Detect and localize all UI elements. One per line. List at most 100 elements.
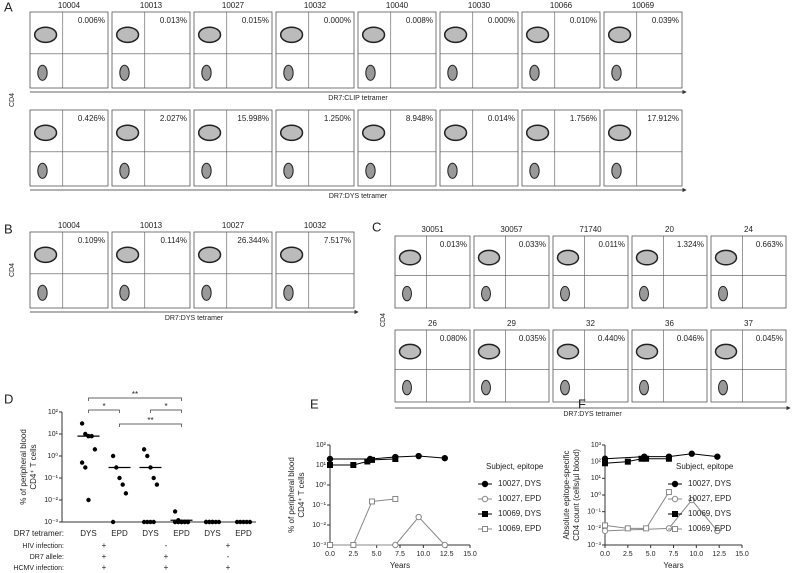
y-tick-label: 10⁰ bbox=[590, 491, 601, 499]
cell-population bbox=[477, 249, 501, 266]
y-tick-label: 10⁻² bbox=[312, 522, 326, 529]
condition-value: - bbox=[165, 541, 168, 550]
x-axis-label: Years bbox=[663, 561, 683, 570]
data-point bbox=[148, 519, 153, 525]
data-point bbox=[207, 519, 212, 525]
y-tick-label: 10⁻² bbox=[587, 525, 601, 532]
plot-title: 10030 bbox=[468, 1, 491, 10]
cell-population bbox=[402, 379, 412, 396]
data-point bbox=[714, 453, 721, 460]
x-tick-label: 10.0 bbox=[417, 551, 431, 558]
cell-population bbox=[611, 162, 622, 179]
significance-bracket bbox=[119, 423, 182, 427]
x-tick-label: 10.0 bbox=[690, 551, 704, 558]
cell-population bbox=[560, 379, 570, 396]
cell-population bbox=[197, 246, 222, 264]
y-tick-label: 10² bbox=[591, 459, 602, 466]
cell-population bbox=[119, 162, 130, 179]
plot-title: 26 bbox=[428, 319, 437, 328]
data-point bbox=[79, 421, 85, 426]
series-line bbox=[604, 453, 718, 460]
cell-population bbox=[635, 343, 659, 360]
y-tick-label: 10⁻³ bbox=[44, 519, 58, 526]
y-tick-label: 10¹ bbox=[591, 475, 602, 482]
panel-label: C bbox=[372, 219, 381, 234]
data-point bbox=[210, 519, 215, 525]
cell-population bbox=[201, 284, 212, 301]
data-point bbox=[86, 497, 91, 503]
y-tick-label: 10² bbox=[316, 442, 327, 449]
y-axis-label: CD4 bbox=[9, 263, 16, 277]
plot-title: 29 bbox=[507, 319, 516, 328]
data-point bbox=[83, 431, 88, 437]
legend-marker bbox=[482, 526, 488, 532]
data-point bbox=[624, 525, 631, 532]
cell-population bbox=[639, 285, 649, 302]
data-point bbox=[151, 519, 156, 525]
data-point bbox=[688, 450, 695, 457]
plot-title: 36 bbox=[665, 319, 674, 328]
data-point bbox=[688, 496, 695, 504]
data-point bbox=[117, 475, 122, 481]
cell-population bbox=[529, 64, 540, 81]
percent-label: 0.013% bbox=[440, 240, 467, 249]
percent-label: 0.035% bbox=[519, 334, 546, 343]
data-point bbox=[185, 519, 191, 525]
legend-label: 10027, DYS bbox=[498, 479, 541, 488]
legend-title: Subject, epitope bbox=[486, 462, 544, 471]
y-tick-label: 10⁰ bbox=[315, 481, 326, 489]
percent-label: 0.000% bbox=[488, 16, 515, 25]
series-line bbox=[330, 458, 396, 466]
legend-title: Subject, epitope bbox=[676, 462, 734, 471]
flow-plot-frame bbox=[552, 329, 629, 403]
condition-value: + bbox=[164, 552, 169, 561]
data-point bbox=[665, 525, 673, 532]
data-point bbox=[154, 482, 160, 487]
y-axis-label: % of peripheral blood bbox=[19, 429, 28, 505]
panel-label: A bbox=[4, 0, 13, 14]
x-axis-label: DR7:DYS tetramer bbox=[329, 193, 388, 200]
cell-population bbox=[611, 64, 622, 81]
plot-title: 10069 bbox=[632, 1, 655, 10]
cell-population bbox=[718, 379, 728, 396]
cell-population bbox=[119, 284, 130, 301]
x-tick-label: DYS bbox=[204, 529, 220, 538]
plot-title: 10013 bbox=[140, 1, 163, 10]
data-point bbox=[176, 519, 181, 525]
series-line bbox=[330, 455, 445, 460]
x-tick-label: EPD bbox=[111, 529, 128, 538]
cell-population bbox=[361, 26, 386, 44]
condition-value: + bbox=[102, 552, 107, 561]
data-point bbox=[172, 509, 178, 514]
data-point bbox=[665, 489, 672, 496]
data-point bbox=[643, 525, 650, 532]
percent-label: 0.039% bbox=[652, 16, 679, 25]
data-point bbox=[327, 542, 333, 548]
x-axis-label: Years bbox=[390, 561, 410, 570]
percent-label: 0.046% bbox=[677, 334, 704, 343]
x-tick-label: 2.5 bbox=[348, 551, 358, 558]
y-tick-label: 10⁻¹ bbox=[44, 475, 58, 482]
data-point bbox=[141, 519, 147, 525]
cell-population bbox=[37, 64, 48, 81]
legend-label: 10027, EPD bbox=[688, 494, 731, 503]
data-point bbox=[179, 519, 184, 525]
y-tick-label: 10² bbox=[48, 409, 59, 416]
data-point bbox=[602, 522, 608, 529]
percent-label: 0.440% bbox=[598, 334, 625, 343]
data-point bbox=[392, 495, 399, 502]
data-point bbox=[213, 519, 218, 525]
condition-value: + bbox=[102, 563, 107, 572]
series-line bbox=[604, 491, 670, 529]
data-point bbox=[601, 527, 609, 535]
cell-population bbox=[529, 162, 540, 179]
data-point bbox=[79, 460, 85, 465]
percent-label: 26.344% bbox=[237, 236, 269, 245]
percent-label: 0.109% bbox=[78, 236, 105, 245]
condition-value: - bbox=[227, 552, 230, 561]
x-tick-label: EPD bbox=[235, 529, 252, 538]
percent-label: 0.033% bbox=[519, 240, 546, 249]
data-point bbox=[110, 519, 116, 525]
cell-population bbox=[33, 26, 58, 44]
